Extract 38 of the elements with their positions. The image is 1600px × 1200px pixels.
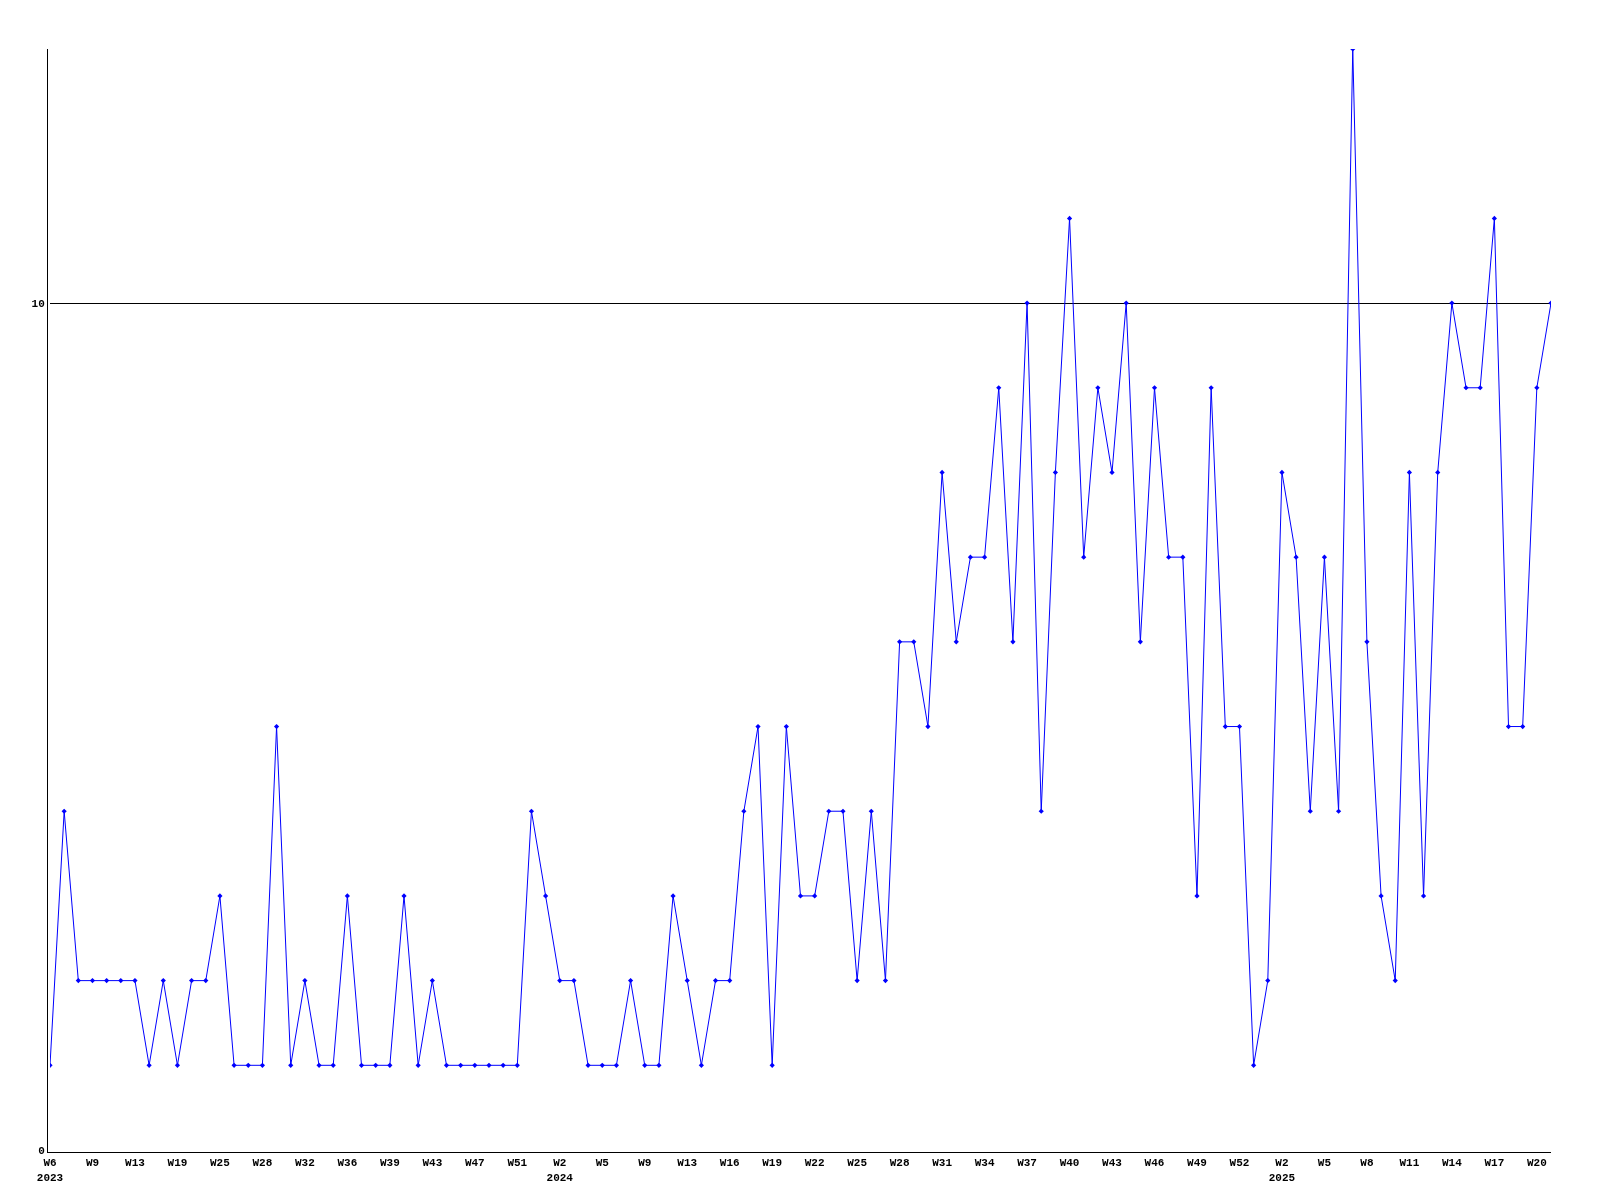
x-tick-label: W36 <box>337 1157 358 1170</box>
x-tick-label: W43 <box>422 1157 443 1170</box>
x-tick-label: W14 <box>1441 1157 1463 1170</box>
x-tick-label: W17 <box>1484 1157 1505 1170</box>
y-tick-label: 10 <box>31 297 45 310</box>
x-tick-label: W43 <box>1102 1157 1123 1170</box>
x-tick-label: W19 <box>762 1157 783 1170</box>
x-tick-label: W11 <box>1399 1157 1420 1170</box>
x-tick-label: W25 <box>210 1157 231 1170</box>
x-tick-label: W16 <box>719 1157 740 1170</box>
y-tick-label: 0 <box>38 1144 45 1157</box>
x-tick-label: W47 <box>464 1157 485 1170</box>
x-tick-label: W34 <box>974 1157 995 1170</box>
x-tick-label: W2 2024 <box>546 1157 574 1184</box>
x-tick-label: W28 <box>252 1157 273 1170</box>
x-tick-label: W25 <box>847 1157 868 1170</box>
x-tick-label: W9 <box>85 1157 100 1170</box>
x-tick-label: W5 <box>595 1157 610 1170</box>
x-tick-label: W46 <box>1144 1157 1165 1170</box>
x-tick-label: W49 <box>1187 1157 1207 1170</box>
x-tick-label: W52 <box>1229 1157 1250 1170</box>
x-tick-label: W39 <box>379 1157 400 1170</box>
x-tick-label: W20 <box>1526 1157 1547 1170</box>
x-tick-label: W8 <box>1360 1157 1374 1170</box>
x-tick-label: W32 <box>294 1157 315 1170</box>
x-tick-label: W37 <box>1017 1157 1037 1170</box>
x-tick-label: W9 <box>638 1157 652 1170</box>
x-tick-label: W13 <box>677 1157 698 1170</box>
x-tick-label: W5 <box>1317 1157 1332 1170</box>
x-tick-label: W22 <box>804 1157 825 1170</box>
x-tick-label: W28 <box>889 1157 910 1170</box>
x-tick-label: W19 <box>167 1157 188 1170</box>
x-tick-label: W51 <box>507 1157 528 1170</box>
x-tick-label: W13 <box>125 1157 146 1170</box>
x-tick-label: W6 2023 <box>36 1157 64 1184</box>
x-tick-label: W40 <box>1059 1157 1080 1170</box>
x-tick-label: W31 <box>932 1157 953 1170</box>
x-tick-label: W2 2025 <box>1268 1157 1296 1184</box>
